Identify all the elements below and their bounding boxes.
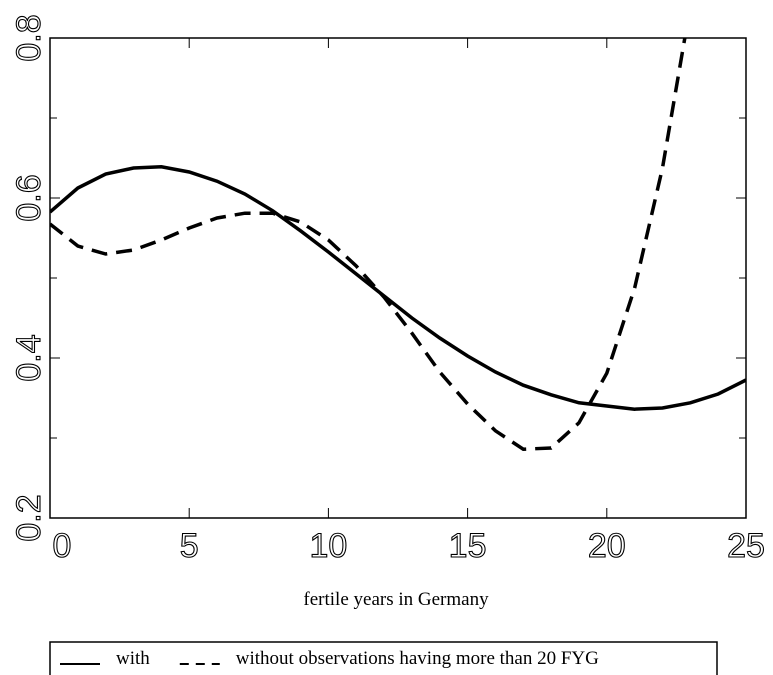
- x-tick-label: 15: [449, 527, 487, 565]
- line-series: [50, 165, 746, 411]
- x-tick-label: 25: [727, 527, 765, 565]
- y-tick-label: 0.8: [10, 14, 48, 61]
- line-series: [50, 38, 687, 451]
- x-tick-label: 5: [180, 527, 199, 565]
- legend-label: without observations having more than 20…: [236, 648, 599, 669]
- x-tick-label: 0: [53, 527, 72, 565]
- legend-box: [49, 641, 718, 675]
- x-tick-label: 10: [309, 527, 347, 565]
- y-tick-label: 0.4: [10, 334, 48, 381]
- x-axis-label: fertile years in Germany: [303, 589, 489, 610]
- legend-label: with: [116, 648, 150, 669]
- x-tick-label: 20: [588, 527, 626, 565]
- plot-frame: [49, 37, 747, 519]
- y-tick-label: 0.6: [10, 174, 48, 221]
- y-tick-label: 0.2: [10, 494, 48, 541]
